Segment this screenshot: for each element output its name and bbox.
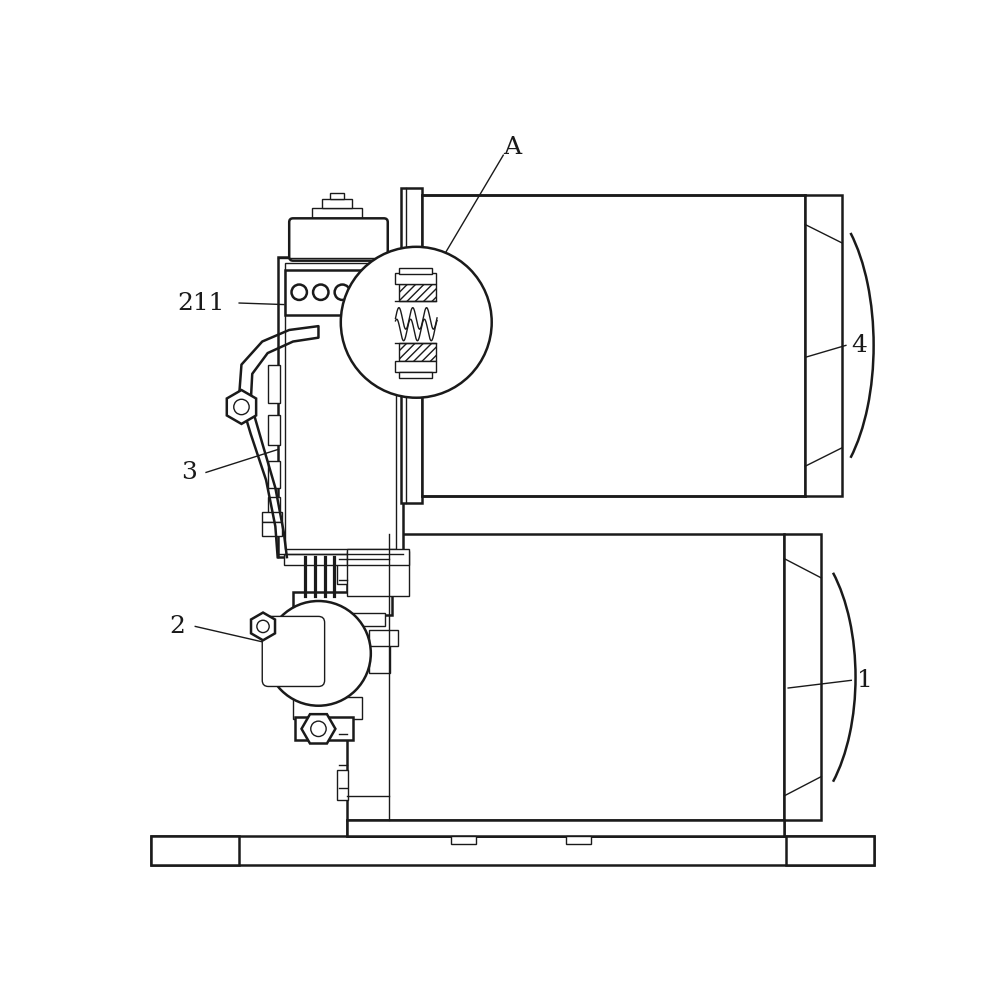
- Text: 2: 2: [170, 615, 185, 638]
- Text: A: A: [503, 136, 522, 159]
- Bar: [295, 718, 353, 741]
- Bar: [399, 267, 432, 273]
- Circle shape: [292, 284, 307, 300]
- Bar: [293, 698, 362, 719]
- Polygon shape: [227, 390, 256, 424]
- Bar: [330, 193, 344, 199]
- Bar: [347, 551, 409, 596]
- Text: 211: 211: [177, 291, 224, 314]
- Circle shape: [313, 284, 328, 300]
- Polygon shape: [399, 343, 436, 360]
- Bar: [298, 613, 385, 627]
- Bar: [285, 263, 396, 550]
- Bar: [347, 550, 409, 565]
- FancyBboxPatch shape: [262, 617, 325, 687]
- Polygon shape: [302, 715, 335, 744]
- Bar: [262, 512, 282, 523]
- Bar: [337, 770, 348, 799]
- Bar: [268, 364, 280, 403]
- Bar: [369, 631, 398, 646]
- Bar: [337, 555, 348, 584]
- FancyBboxPatch shape: [289, 219, 388, 260]
- Text: 4: 4: [851, 334, 867, 357]
- Bar: [293, 223, 384, 256]
- Circle shape: [266, 601, 371, 706]
- Polygon shape: [399, 283, 436, 301]
- Bar: [278, 256, 403, 557]
- Bar: [268, 497, 280, 519]
- Bar: [268, 415, 280, 445]
- Bar: [151, 836, 874, 865]
- Bar: [395, 360, 436, 371]
- Bar: [262, 522, 282, 536]
- Bar: [369, 633, 390, 673]
- Circle shape: [356, 284, 372, 300]
- Bar: [322, 199, 352, 209]
- Bar: [347, 820, 784, 836]
- Bar: [284, 554, 398, 565]
- Bar: [399, 371, 432, 377]
- Text: 1: 1: [857, 669, 873, 692]
- Circle shape: [311, 722, 326, 737]
- Bar: [395, 273, 436, 283]
- Text: 3: 3: [181, 461, 197, 484]
- Bar: [151, 836, 239, 865]
- Bar: [451, 836, 476, 843]
- Bar: [566, 836, 591, 843]
- Bar: [268, 461, 280, 488]
- Bar: [385, 285, 405, 306]
- Bar: [347, 820, 784, 836]
- Bar: [347, 534, 784, 820]
- Bar: [422, 196, 805, 496]
- Circle shape: [234, 399, 249, 415]
- Circle shape: [341, 247, 492, 398]
- Bar: [786, 836, 874, 865]
- Bar: [312, 209, 362, 223]
- Bar: [805, 196, 842, 496]
- Polygon shape: [251, 613, 275, 641]
- Bar: [401, 188, 422, 503]
- Bar: [293, 592, 392, 615]
- Bar: [285, 269, 385, 314]
- Bar: [784, 534, 821, 820]
- Circle shape: [335, 284, 350, 300]
- Bar: [268, 623, 318, 681]
- Bar: [385, 305, 405, 322]
- Circle shape: [257, 621, 269, 633]
